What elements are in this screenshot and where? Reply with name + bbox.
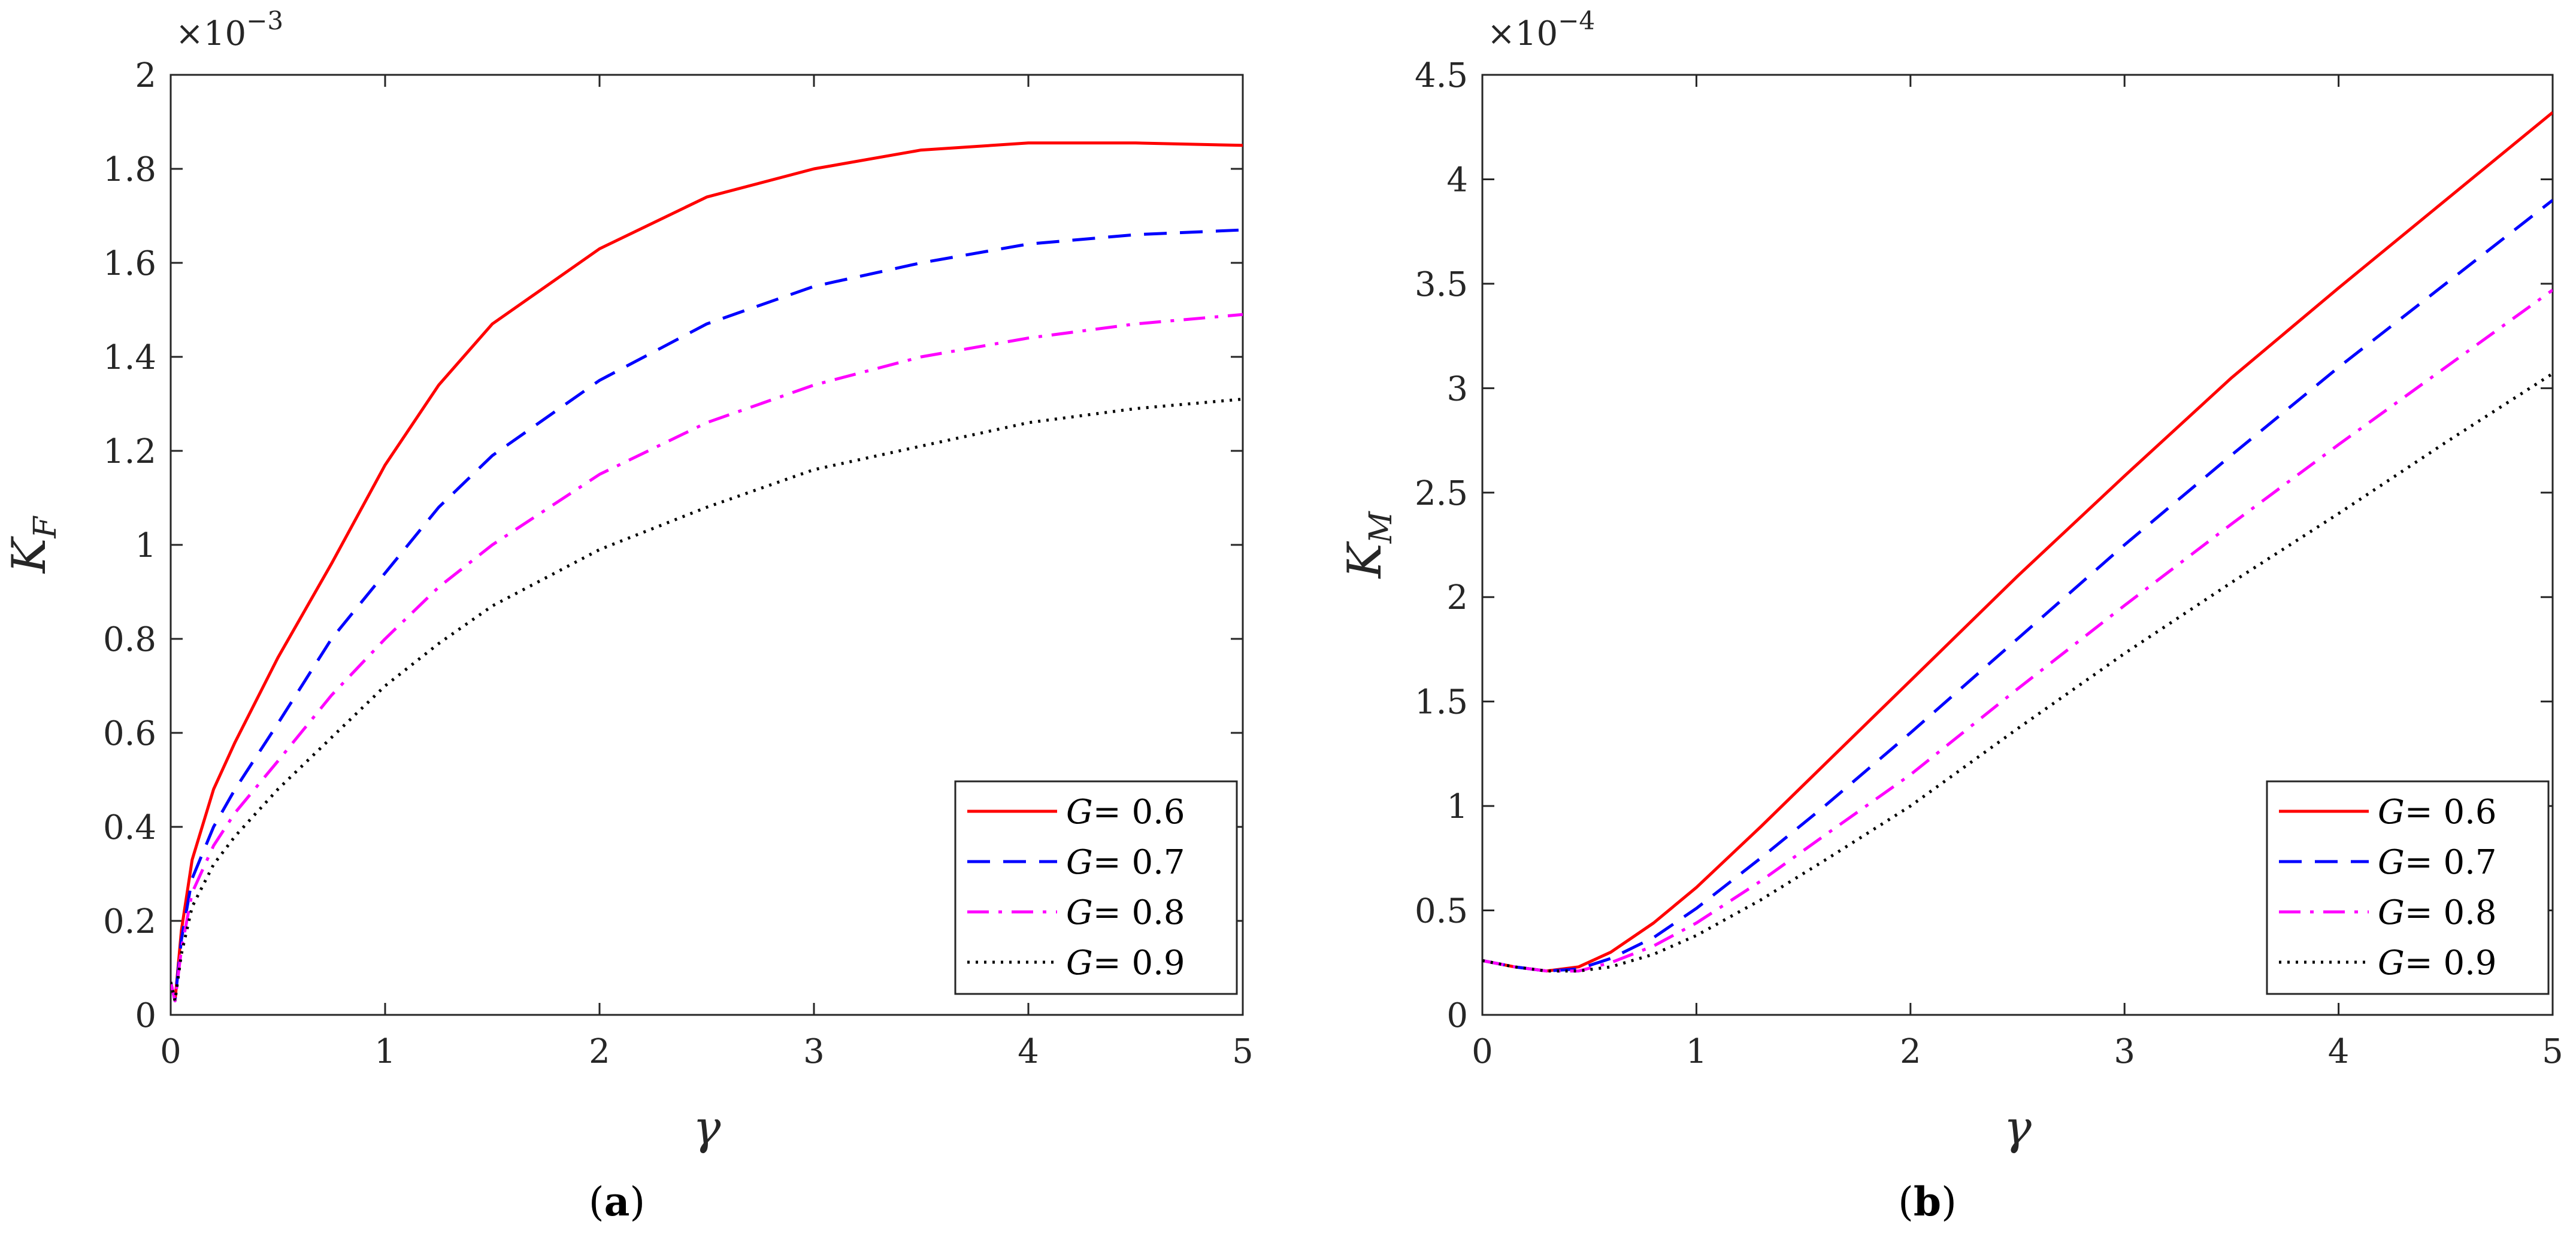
legend-var: G <box>2378 843 2405 882</box>
y-tick-label: 4.5 <box>1415 56 1468 95</box>
series-line-2 <box>171 228 1243 1002</box>
legend-var: G <box>2378 793 2405 832</box>
y-axis-label-main: K <box>2 535 56 574</box>
y-axis-label-sub: F <box>28 516 63 539</box>
y-exponent-label: ×10−4 <box>1487 6 1595 53</box>
legend-value: = 0.7 <box>1093 843 1185 882</box>
y-tick-label: 1 <box>1446 787 1468 826</box>
y-tick-label: 1.8 <box>103 150 156 189</box>
y-tick-label: 2.5 <box>1415 474 1468 513</box>
legend-var: G <box>1066 843 1093 882</box>
legend-value: = 0.9 <box>1093 944 1185 983</box>
y-tick-label: 0.2 <box>103 902 156 941</box>
x-tick-label: 1 <box>1686 1032 1708 1071</box>
panel-caption: (a) <box>589 1178 645 1225</box>
legend-value: = 0.8 <box>1093 893 1185 932</box>
x-tick-label: 1 <box>374 1032 396 1071</box>
legend-label-4: G= 0.9 <box>2378 944 2497 983</box>
legend-label-3: G= 0.8 <box>2378 893 2497 932</box>
y-tick-label: 1.2 <box>103 432 156 471</box>
y-tick-label: 0.8 <box>103 620 156 659</box>
x-tick-label: 5 <box>1232 1032 1254 1071</box>
legend-var: G <box>1066 793 1093 832</box>
legend-box <box>2266 780 2550 995</box>
legend-label-3: G= 0.8 <box>1066 893 1185 932</box>
y-tick-label: 0 <box>135 996 156 1035</box>
legend-var: G <box>2378 944 2405 983</box>
legend-box <box>954 780 1238 995</box>
y-exponent-prefix: ×10 <box>175 14 246 53</box>
y-tick-label: 1 <box>135 526 156 565</box>
y-axis-label: KF <box>2 516 63 574</box>
x-tick-label: 2 <box>589 1032 610 1071</box>
legend-label-2: G= 0.7 <box>1066 843 1185 882</box>
x-axis-label: γ <box>2003 1101 2032 1155</box>
x-tick-label: 4 <box>1018 1032 1039 1071</box>
y-tick-label: 0.6 <box>103 714 156 753</box>
y-tick-label: 1.5 <box>1415 683 1468 722</box>
x-tick-label: 3 <box>803 1032 825 1071</box>
legend-value: = 0.6 <box>2405 793 2497 832</box>
legend-value: = 0.6 <box>1093 793 1185 832</box>
panel-a-chart: 0 1 2 3 4 5 0 0.2 0.4 0.6 0.8 1 1.2 1.4 1.6 1.8 2 ×10−3 γ K… <box>2 6 1254 1225</box>
legend-label-1: G= 0.6 <box>2378 793 2497 832</box>
y-tick-label: 0.5 <box>1415 892 1468 931</box>
y-tick-label: 2 <box>1446 578 1468 617</box>
y-tick-label: 2 <box>135 56 156 95</box>
y-exponent-power: −3 <box>246 6 283 35</box>
series-line-1 <box>171 141 1243 1002</box>
caption-close-paren: ) <box>629 1179 645 1225</box>
x-tick-label: 4 <box>2328 1032 2350 1071</box>
y-tick-label: 0 <box>1446 996 1468 1035</box>
y-tick-label: 3.5 <box>1415 265 1468 304</box>
legend-var: G <box>1066 944 1093 983</box>
legend-value: = 0.9 <box>2405 944 2497 983</box>
y-axis-label-main: K <box>1338 541 1392 580</box>
y-axis-label-sub: M <box>1363 510 1399 544</box>
y-tick-label: 1.6 <box>103 244 156 283</box>
legend-var: G <box>1066 893 1093 932</box>
legend-var: G <box>2378 893 2405 932</box>
legend-value: = 0.8 <box>2405 893 2497 932</box>
y-tick-label: 4 <box>1446 160 1468 199</box>
x-tick-label: 2 <box>1900 1032 1921 1071</box>
x-tick-label: 3 <box>2114 1032 2135 1071</box>
y-exponent-prefix: ×10 <box>1487 14 1558 53</box>
y-exponent-power: −4 <box>1558 6 1595 35</box>
legend-label-1: G= 0.6 <box>1066 793 1185 832</box>
caption-close-paren: ) <box>1941 1179 1957 1225</box>
caption-letter: b <box>1914 1178 1941 1225</box>
y-axis-label: KM <box>1338 510 1399 579</box>
y-exponent-label: ×10−3 <box>175 6 283 53</box>
y-tick-label: 3 <box>1446 369 1468 408</box>
series-line-4 <box>171 398 1243 1002</box>
legend-label-4: G= 0.9 <box>1066 944 1185 983</box>
y-tick-label: 1.4 <box>103 338 156 377</box>
series-line-2 <box>1482 199 2553 973</box>
panel-caption: (b) <box>1898 1178 1957 1225</box>
x-tick-label: 0 <box>160 1032 181 1071</box>
caption-open-paren: ( <box>589 1179 604 1225</box>
caption-letter: a <box>604 1178 630 1225</box>
series-line-3 <box>171 313 1243 1002</box>
legend-value: = 0.7 <box>2405 843 2497 882</box>
legend-label-2: G= 0.7 <box>2378 843 2497 882</box>
x-tick-label: 0 <box>1472 1032 1493 1071</box>
caption-open-paren: ( <box>1898 1179 1914 1225</box>
x-axis-label: γ <box>693 1101 721 1155</box>
x-tick-label: 5 <box>2542 1032 2563 1071</box>
y-tick-label: 0.4 <box>103 808 156 847</box>
